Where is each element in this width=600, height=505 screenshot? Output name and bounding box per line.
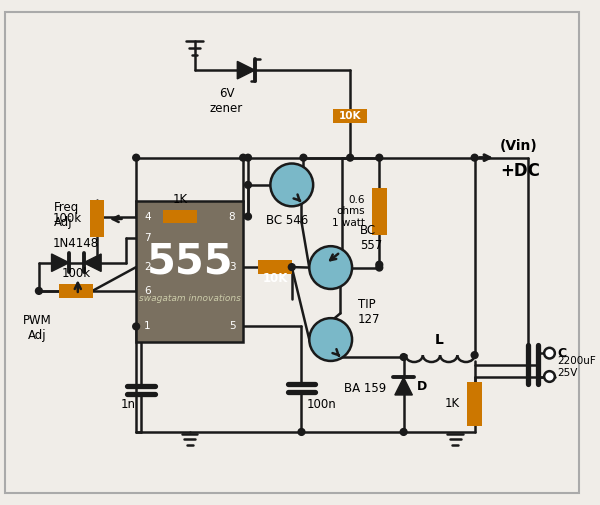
Text: 2200uF
25V: 2200uF 25V — [557, 356, 596, 378]
Polygon shape — [52, 254, 69, 272]
Circle shape — [376, 261, 383, 268]
Text: D: D — [417, 380, 427, 393]
Circle shape — [347, 154, 353, 161]
Text: 8: 8 — [229, 212, 235, 222]
Text: 0.6
ohms
1 watt: 0.6 ohms 1 watt — [332, 194, 365, 228]
Circle shape — [289, 264, 295, 271]
Text: 10K: 10K — [339, 111, 361, 121]
Text: 10K: 10K — [263, 272, 288, 285]
FancyBboxPatch shape — [163, 210, 197, 223]
Polygon shape — [83, 254, 101, 272]
Text: PWM
Adj: PWM Adj — [23, 314, 52, 342]
Circle shape — [471, 351, 478, 359]
Text: 1N4148: 1N4148 — [53, 237, 99, 250]
Text: 7: 7 — [144, 233, 151, 243]
Text: 6V
zener: 6V zener — [210, 87, 243, 115]
Circle shape — [376, 264, 383, 271]
Circle shape — [400, 429, 407, 435]
Circle shape — [35, 287, 43, 294]
FancyBboxPatch shape — [91, 200, 104, 237]
Text: 555: 555 — [146, 241, 233, 283]
Text: (Vin): (Vin) — [500, 139, 538, 153]
FancyBboxPatch shape — [371, 188, 387, 234]
Circle shape — [300, 154, 307, 161]
Polygon shape — [395, 377, 412, 395]
Text: 4: 4 — [144, 212, 151, 222]
FancyBboxPatch shape — [136, 201, 243, 342]
Circle shape — [298, 429, 305, 435]
Text: BC
557: BC 557 — [360, 224, 382, 252]
Circle shape — [309, 318, 352, 361]
Text: 100k: 100k — [53, 213, 82, 225]
Circle shape — [309, 246, 352, 289]
Text: 1K: 1K — [445, 397, 460, 410]
Circle shape — [133, 323, 140, 330]
FancyBboxPatch shape — [467, 382, 482, 426]
Circle shape — [544, 371, 555, 382]
Circle shape — [245, 154, 251, 161]
Circle shape — [471, 154, 478, 161]
Circle shape — [245, 181, 251, 188]
Polygon shape — [238, 62, 255, 79]
Circle shape — [400, 354, 407, 361]
Text: 1K: 1K — [172, 192, 187, 206]
Text: 100k: 100k — [61, 267, 91, 280]
Text: 3: 3 — [229, 262, 235, 272]
Circle shape — [271, 164, 313, 207]
Text: 6: 6 — [144, 286, 151, 296]
Circle shape — [376, 154, 383, 161]
Circle shape — [245, 213, 251, 220]
FancyBboxPatch shape — [333, 109, 367, 123]
Circle shape — [544, 348, 555, 359]
Circle shape — [133, 154, 140, 161]
Text: C: C — [557, 346, 566, 360]
Text: BA 159: BA 159 — [344, 382, 386, 395]
FancyBboxPatch shape — [59, 284, 93, 298]
FancyBboxPatch shape — [258, 260, 292, 274]
Text: Freq
Adj: Freq Adj — [53, 200, 79, 229]
Text: 1: 1 — [144, 321, 151, 331]
Text: 5: 5 — [229, 321, 235, 331]
Text: +DC: +DC — [500, 162, 540, 180]
Text: 2: 2 — [144, 262, 151, 272]
Circle shape — [240, 154, 247, 161]
Text: TIP
127: TIP 127 — [358, 298, 380, 326]
Text: swagatam innovations: swagatam innovations — [139, 294, 241, 303]
Text: BC 546: BC 546 — [266, 214, 308, 227]
Text: 100n: 100n — [307, 398, 336, 411]
Text: 1n: 1n — [121, 398, 136, 411]
Text: L: L — [435, 333, 444, 346]
